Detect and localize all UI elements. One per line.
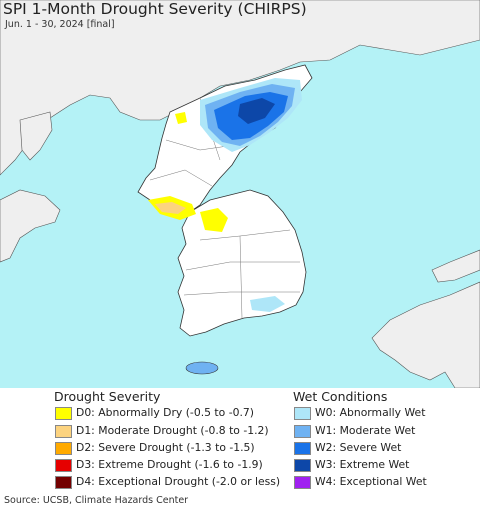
map-subtitle: Jun. 1 - 30, 2024 [final] [5,19,115,30]
swatch-w3 [294,459,311,472]
swatch-d4 [55,476,72,489]
swatch-d3 [55,459,72,472]
legend-label-w4: W4: Exceptional Wet [315,475,427,488]
legend-label-d2: D2: Severe Drought (-1.3 to -1.5) [76,441,255,454]
legend-label-d3: D3: Extreme Drought (-1.6 to -1.9) [76,458,263,471]
japan-land [371,281,480,388]
legend-label-d4: D4: Exceptional Drought (-2.0 or less) [76,475,281,488]
japan-north [431,249,480,283]
map-title: SPI 1-Month Drought Severity (CHIRPS) [3,0,307,18]
legend-label-d0: D0: Abnormally Dry (-0.5 to -0.7) [76,406,254,419]
swatch-d2 [55,442,72,455]
drought-legend-title: Drought Severity [54,389,161,404]
swatch-w0 [294,407,311,420]
liaodong-land [19,111,53,161]
swatch-w1 [294,425,311,438]
swatch-d0 [55,407,72,420]
legend-label-w1: W1: Moderate Wet [315,424,416,437]
legend-label-w2: W2: Severe Wet [315,441,402,454]
swatch-w2 [294,442,311,455]
dry-region [148,112,228,232]
wet-region [200,78,302,152]
wet-legend-title: Wet Conditions [293,389,388,404]
drought-map [0,0,480,388]
shandong-land [0,189,61,263]
legend-label-w3: W3: Extreme Wet [315,458,410,471]
legend-label-d1: D1: Moderate Drought (-0.8 to -1.2) [76,424,269,437]
jeju-island [185,361,219,375]
swatch-d1 [55,425,72,438]
source-credit: Source: UCSB, Climate Hazards Center [4,495,189,506]
legend-label-w0: W0: Abnormally Wet [315,406,426,419]
wet-patch-south [250,296,285,312]
swatch-w4 [294,476,311,489]
